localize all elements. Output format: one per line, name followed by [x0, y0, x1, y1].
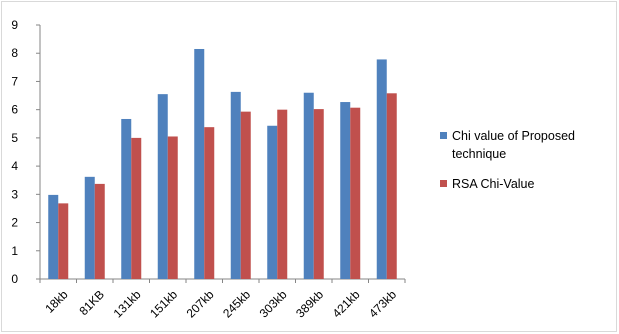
- y-tick-label: 9: [11, 18, 18, 32]
- y-tick-label: 1: [11, 244, 18, 258]
- bar-proposed-245kb: [230, 91, 241, 280]
- y-tick-label: 7: [11, 74, 18, 88]
- bar-proposed-473kb: [376, 59, 387, 280]
- bar-rsa-473kb: [386, 93, 397, 279]
- x-tick-label: 18kb: [42, 287, 71, 316]
- legend-label-proposed: Chi value of Proposed: [452, 129, 575, 143]
- y-tick-label: 2: [11, 216, 18, 230]
- bar-proposed-421kb: [340, 102, 351, 280]
- x-tick-label: 151kb: [147, 287, 180, 320]
- x-tick-label: 421kb: [330, 287, 363, 320]
- bar-rsa-151kb: [167, 136, 178, 279]
- y-tick-label: 0: [11, 272, 18, 286]
- bar-proposed-389kb: [303, 92, 314, 279]
- bar-proposed-303kb: [267, 125, 278, 280]
- bar-rsa-18kb: [58, 203, 69, 279]
- bar-proposed-207kb: [194, 48, 205, 279]
- bar-proposed-81KB: [84, 176, 95, 279]
- y-tick-label: 3: [11, 187, 18, 201]
- x-tick-label: 131kb: [111, 287, 144, 320]
- y-tick-label: 4: [11, 159, 18, 173]
- x-tick-label: 389kb: [293, 287, 326, 320]
- y-tick-label: 5: [11, 131, 18, 145]
- x-tick-label: 473kb: [366, 287, 399, 320]
- y-tick-label: 6: [11, 103, 18, 117]
- bar-rsa-207kb: [204, 127, 215, 279]
- bar-proposed-131kb: [121, 118, 132, 279]
- bar-rsa-389kb: [313, 109, 324, 279]
- plot-area: 0 1 2 3 4 5 6 7 8 9 18kb 81KB 131kb 151kb 207kb 245kb 30…: [11, 18, 406, 320]
- bar-rsa-303kb: [277, 109, 288, 280]
- bar-proposed-151kb: [157, 94, 168, 280]
- x-tick-label: 245kb: [220, 287, 253, 320]
- x-tick-label: 303kb: [257, 287, 290, 320]
- legend-label-rsa: RSA Chi-Value: [452, 177, 534, 191]
- x-tick-label: 81KB: [76, 287, 107, 318]
- bar-rsa-131kb: [131, 137, 142, 279]
- bar-rsa-81KB: [94, 183, 105, 279]
- bar-rsa-421kb: [350, 107, 361, 280]
- bar-proposed-18kb: [48, 194, 59, 279]
- legend: Chi value of Proposed technique RSA Chi-Va…: [440, 129, 575, 191]
- legend-label-proposed: technique: [452, 147, 506, 161]
- y-tick-label: 8: [11, 46, 18, 60]
- legend-swatch-rsa: [440, 180, 447, 187]
- legend-swatch-proposed: [440, 132, 447, 139]
- x-tick-label: 207kb: [184, 287, 217, 320]
- bar-rsa-245kb: [240, 111, 251, 280]
